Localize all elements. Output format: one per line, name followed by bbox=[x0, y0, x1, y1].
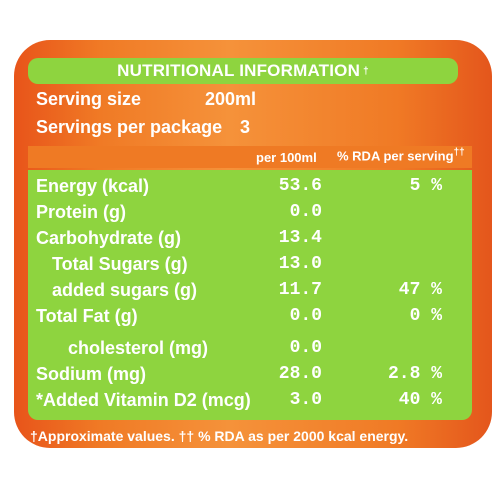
rda-header-mark: †† bbox=[453, 147, 465, 158]
nutrient-name: added sugars (g) bbox=[52, 280, 198, 300]
table-row: Carbohydrate (g) 13.4 bbox=[28, 228, 472, 252]
per-100ml-value: 13.4 bbox=[278, 228, 322, 248]
nutrient-name: Energy (kcal) bbox=[36, 176, 150, 196]
per-100ml-value: 28.0 bbox=[278, 364, 322, 384]
serving-size-label: Serving size bbox=[36, 89, 142, 109]
rda-header: % RDA per serving†† bbox=[337, 147, 465, 163]
nutrient-name: Total Fat (g) bbox=[36, 306, 138, 326]
per-100ml-value: 13.0 bbox=[278, 254, 322, 274]
rda-value: 0 % bbox=[409, 306, 442, 326]
rda-value: 40 % bbox=[398, 390, 442, 410]
nutrient-name: cholesterol (mg) bbox=[68, 338, 209, 358]
per-100ml-value: 3.0 bbox=[289, 390, 322, 410]
table-row: Total Sugars (g) 13.0 bbox=[28, 254, 472, 278]
nutrient-name: *Added Vitamin D2 (mcg) bbox=[36, 390, 251, 410]
per-100ml-value: 0.0 bbox=[289, 306, 322, 326]
table-row: Energy (kcal) 53.6 5 % bbox=[28, 176, 472, 200]
nutrient-name: Carbohydrate (g) bbox=[36, 228, 182, 248]
rda-header-label: % RDA per serving bbox=[337, 148, 454, 164]
nutrition-title: NUTRITIONAL INFORMATION bbox=[117, 61, 361, 80]
serving-size-value: 200ml bbox=[205, 89, 257, 109]
per-100ml-header: per 100ml bbox=[256, 150, 317, 165]
rda-value: 5 % bbox=[409, 176, 442, 196]
nutrient-table: Energy (kcal) 53.6 5 % Protein (g) 0.0 C… bbox=[28, 170, 472, 420]
table-row: Total Fat (g) 0.0 0 % bbox=[28, 306, 472, 330]
per-100ml-value: 0.0 bbox=[289, 338, 322, 358]
per-100ml-value: 53.6 bbox=[278, 176, 322, 196]
per-100ml-value: 11.7 bbox=[278, 280, 322, 300]
column-header-bar bbox=[28, 146, 472, 168]
table-row: added sugars (g) 11.7 47 % bbox=[28, 280, 472, 304]
nutrient-name: Sodium (mg) bbox=[36, 364, 146, 384]
table-row: Protein (g) 0.0 bbox=[28, 202, 472, 226]
table-row: *Added Vitamin D2 (mcg) 3.0 40 % bbox=[28, 390, 472, 414]
servings-per-package-value: 3 bbox=[240, 117, 251, 137]
nutrient-name: Protein (g) bbox=[36, 202, 126, 222]
nutrient-name: Total Sugars (g) bbox=[52, 254, 188, 274]
per-100ml-value: 0.0 bbox=[289, 202, 322, 222]
title-dagger-mark: † bbox=[363, 65, 369, 77]
table-row: Sodium (mg) 28.0 2.8 % bbox=[28, 364, 472, 388]
footnote: †Approximate values. †† % RDA as per 200… bbox=[30, 428, 409, 444]
nutrition-title-bar: NUTRITIONAL INFORMATION † bbox=[28, 58, 458, 84]
table-row: cholesterol (mg) 0.0 bbox=[28, 338, 472, 362]
rda-value: 47 % bbox=[398, 280, 442, 300]
rda-value: 2.8 % bbox=[387, 364, 442, 384]
servings-per-package-label: Servings per package bbox=[36, 117, 223, 137]
